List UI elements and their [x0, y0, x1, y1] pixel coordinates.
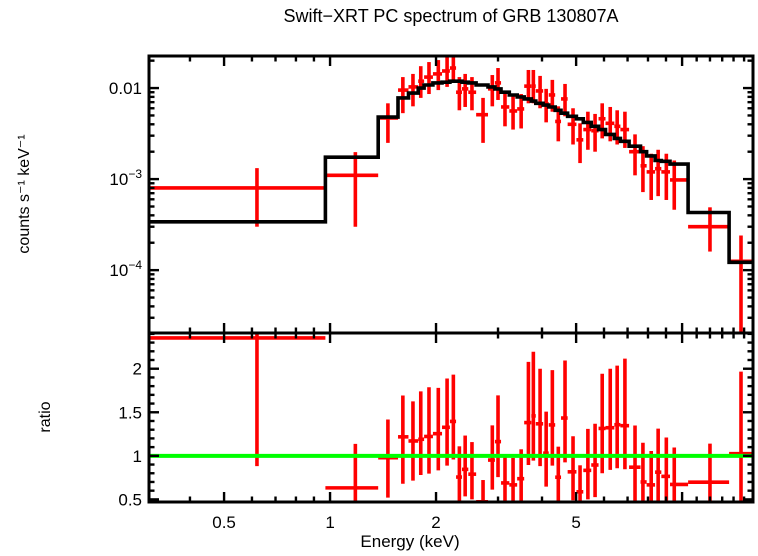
ratio-data-point: [591, 423, 599, 498]
spectrum-data-point: [670, 160, 689, 210]
spectrum-data-point: [531, 69, 536, 104]
panel-frames: [147, 54, 755, 504]
ratio-data-point: [442, 378, 450, 466]
ratio-data-point: [408, 401, 419, 481]
spectrum-data-point: [561, 83, 568, 117]
x-tick-label: 0.5: [212, 513, 236, 532]
spectrum-data-point: [149, 168, 326, 227]
y-tick-label-ratio: 2: [133, 360, 142, 379]
ratio-data-point: [149, 333, 326, 467]
spectrum-data-point: [729, 235, 753, 333]
spectrum-data-point: [567, 108, 577, 145]
spectrum-panel-frame: [147, 54, 755, 335]
spectrum-data-point: [646, 153, 656, 200]
spectrum-data-point: [655, 149, 662, 197]
spectrum-data-point: [688, 207, 730, 252]
y-tick-label-ratio: 1.5: [118, 403, 142, 422]
ratio-data-point: [655, 428, 662, 502]
ratio-data-point: [418, 391, 425, 475]
ratio-data-point: [543, 411, 549, 487]
ratio-data-point: [524, 361, 532, 465]
ratio-data-point: [461, 435, 469, 497]
spectrum-data-point: [378, 103, 399, 143]
ratio-data-point: [509, 457, 518, 502]
model-histogram: [149, 79, 753, 265]
ratio-data-point: [605, 368, 615, 470]
spectrum-data-point: [598, 103, 606, 139]
y-tick-label-ratio: 1: [133, 447, 142, 466]
ratio-data-point: [548, 370, 556, 466]
ratio-data-point: [567, 436, 577, 501]
ratio-data-point: [620, 358, 630, 470]
figure-title: Swift−XRT PC spectrum of GRB 130807A: [283, 6, 619, 26]
ratio-data-point: [378, 419, 399, 498]
ratio-data-point: [576, 465, 584, 502]
spectrum-data-point: [398, 77, 409, 114]
ratio-data-point: [583, 428, 592, 500]
ratio-data-point: [432, 387, 443, 471]
spectrum-data-point: [449, 56, 457, 83]
axis-ticks: [149, 56, 753, 502]
spectrum-data-point: [476, 97, 489, 143]
spectrum-data-series: [149, 56, 753, 333]
ratio-data-point: [629, 425, 641, 502]
spectrum-data-point: [555, 106, 562, 142]
ratio-data-point: [531, 351, 536, 461]
ratio-data-point: [646, 450, 656, 502]
spectrum-data-point: [461, 73, 469, 107]
ratio-data-point: [494, 395, 502, 478]
ratio-data-point: [729, 371, 753, 502]
ratio-data-point: [670, 447, 689, 502]
x-tick-label: 2: [431, 513, 440, 532]
ratio-data-point: [424, 387, 433, 474]
x-tick-label: 5: [571, 513, 580, 532]
spectrum-data-point: [432, 60, 443, 91]
ratio-data-point: [614, 365, 621, 469]
spectrum-data-point: [640, 146, 647, 193]
spectrum-data-point: [418, 66, 425, 98]
ratio-panel-frame: [147, 331, 755, 504]
x-axis-label-energy: Energy (keV): [360, 532, 460, 551]
ratio-data-point: [398, 395, 409, 484]
spectrum-data-point: [494, 68, 502, 100]
spectrum-data-point: [325, 152, 379, 227]
ratio-data-point: [325, 443, 379, 502]
y-tick-label-counts: 10−3: [109, 167, 142, 189]
tick-labels: 0.5 1 2 5 0.01 10−3 10−4 0.5 1 1.5 2: [109, 79, 581, 532]
y-tick-label-ratio: 0.5: [118, 490, 142, 509]
ratio-data-point: [598, 373, 606, 474]
ratio-data-point: [517, 449, 525, 502]
spectrum-data-point: [576, 123, 584, 164]
ratio-data-series: [149, 333, 753, 502]
spectrum-data-point: [583, 111, 592, 150]
spectrum-data-point: [517, 94, 525, 129]
ratio-data-point: [468, 442, 477, 500]
ratio-data-point: [561, 360, 568, 463]
ratio-data-point: [449, 374, 457, 460]
ratio-data-point: [501, 455, 510, 502]
x-tick-label: 1: [325, 513, 334, 532]
y-tick-label-counts: 0.01: [109, 79, 142, 98]
spectrum-data-point: [509, 95, 518, 130]
spectrum-data-point: [629, 134, 641, 176]
y-tick-label-counts: 10−4: [109, 258, 142, 280]
ratio-data-point: [535, 368, 544, 467]
spectrum-data-point: [501, 92, 510, 127]
spectrum-data-point: [424, 62, 433, 95]
spectrum-data-point: [591, 113, 599, 152]
